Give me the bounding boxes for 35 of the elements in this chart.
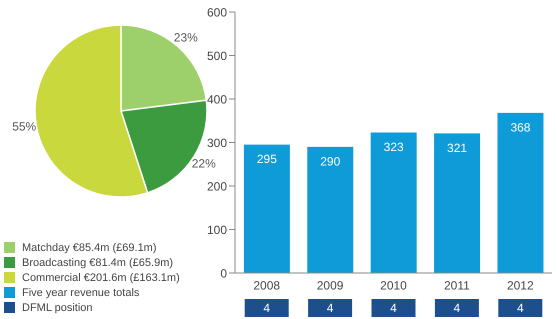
legend-label: Commercial €201.6m (£163.1m) (21, 270, 180, 285)
y-tick-label: 0 (220, 266, 228, 280)
bar (434, 133, 480, 273)
legend-label: Matchday €85.4m (£69.1m) (21, 240, 158, 255)
x-tick-label: 2012 (506, 278, 534, 293)
legend-label: Broadcasting €81.4m (£65.9m) (21, 256, 174, 270)
data-label: 368 (510, 120, 531, 134)
data-label: 4 (454, 301, 461, 315)
data-label: 295 (256, 152, 278, 166)
bar (244, 144, 290, 273)
data-label: 4 (390, 301, 398, 315)
bar (370, 132, 417, 273)
data-label: 4 (263, 301, 270, 315)
y-tick-label: 400 (206, 92, 228, 106)
data-label: 4 (326, 301, 334, 315)
data-label: 22% (192, 156, 216, 171)
y-tick-label: 100 (206, 222, 228, 237)
data-label: 321 (447, 140, 468, 155)
y-tick-label: 600 (206, 5, 228, 20)
bar (307, 146, 354, 273)
data-label: 4 (516, 301, 524, 315)
data-label: 55% (12, 119, 37, 134)
y-tick-label: 200 (206, 179, 228, 194)
x-tick-label: 2010 (380, 278, 408, 293)
x-tick-label: 2009 (316, 278, 344, 293)
data-label: 23% (174, 30, 198, 44)
data-label: 323 (384, 140, 404, 154)
x-tick-label: 2011 (444, 278, 470, 293)
data-label: 290 (320, 154, 341, 168)
x-tick-label: 2008 (253, 278, 280, 293)
bar (497, 112, 544, 273)
y-tick-label: 300 (206, 136, 228, 150)
y-tick-label: 500 (206, 48, 228, 63)
legend-label: DFML position (21, 300, 93, 315)
legend-label: Five year revenue totals (21, 286, 140, 300)
